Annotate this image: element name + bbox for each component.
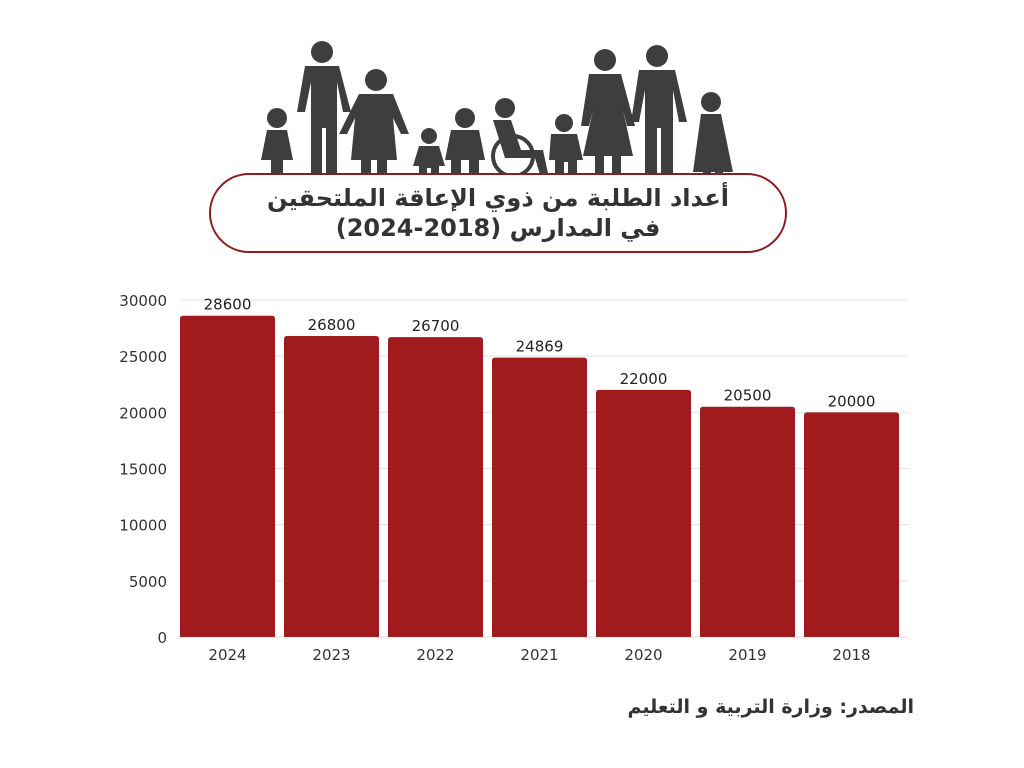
bar (700, 406, 795, 637)
bar (388, 337, 483, 637)
y-tick-label: 15000 (119, 461, 167, 479)
y-tick-label: 10000 (119, 517, 167, 535)
data-label: 26800 (308, 316, 356, 334)
data-label: 20000 (828, 392, 876, 410)
x-tick-label: 2019 (728, 646, 766, 664)
y-tick-label: 20000 (119, 404, 167, 422)
y-tick-label: 0 (157, 629, 167, 647)
data-label: 24869 (516, 338, 564, 356)
x-tick-label: 2023 (312, 646, 350, 664)
x-tick-label: 2018 (832, 646, 870, 664)
data-label: 26700 (412, 317, 460, 335)
family-silhouette-icon (261, 41, 733, 178)
data-label: 22000 (620, 370, 668, 388)
x-tick-label: 2021 (520, 646, 558, 664)
data-label: 20500 (724, 387, 772, 405)
bar (492, 357, 587, 637)
y-tick-label: 30000 (119, 292, 167, 310)
data-labels: 28600 26800 26700 24869 22000 20500 20000 (204, 296, 876, 411)
bar (180, 315, 275, 637)
source-note: المصدر: وزارة التربية و التعليم (627, 696, 914, 718)
bars (180, 315, 899, 637)
bar (284, 335, 379, 637)
data-label: 28600 (204, 296, 252, 314)
chart-title-line-2: في المدارس (2018-2024) (335, 214, 661, 242)
title-box: أعداد الطلبة من ذوي الإعاقة الملتحقين في… (209, 173, 787, 253)
y-axis-ticks: 0 5000 10000 15000 20000 25000 30000 (119, 292, 167, 647)
chart-title-line-1: أعداد الطلبة من ذوي الإعاقة الملتحقين (267, 184, 729, 212)
x-tick-label: 2022 (416, 646, 454, 664)
bar (596, 389, 691, 637)
y-tick-label: 25000 (119, 348, 167, 366)
x-tick-label: 2020 (624, 646, 662, 664)
y-tick-label: 5000 (129, 573, 167, 591)
x-axis-ticks: 2024 2023 2022 2021 2020 2019 2018 (208, 646, 870, 664)
bar (804, 412, 899, 637)
x-tick-label: 2024 (208, 646, 246, 664)
